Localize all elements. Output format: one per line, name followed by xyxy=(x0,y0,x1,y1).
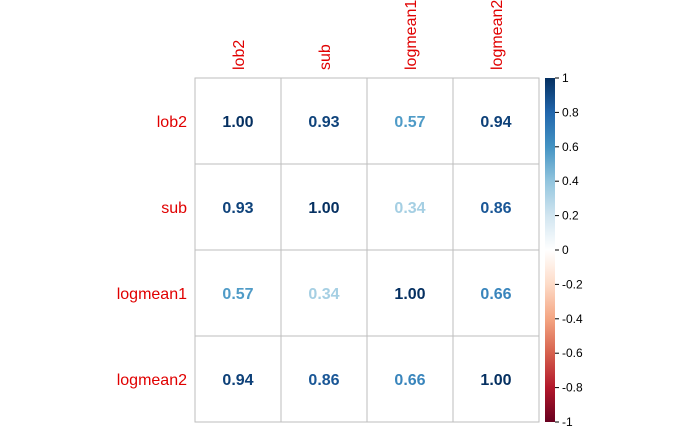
cell-value-label: 0.86 xyxy=(308,372,339,389)
legend-tick-label: 0.4 xyxy=(562,174,579,188)
legend-tick-label: -1 xyxy=(562,415,573,429)
matrix-cell xyxy=(452,163,540,251)
row-label: logmean2 xyxy=(117,372,187,389)
cell-value-label: 0.66 xyxy=(394,372,425,389)
cell-value-label: 1.00 xyxy=(394,286,425,303)
cell-value-label: 0.57 xyxy=(222,286,253,303)
cell-value-label: 0.57 xyxy=(394,114,425,131)
matrix-cell xyxy=(280,335,368,423)
legend-tick-label: 0.6 xyxy=(562,140,579,154)
matrix-cell xyxy=(452,249,540,337)
cell-value-label: 0.34 xyxy=(308,286,339,303)
cell-value-label: 1.00 xyxy=(222,114,253,131)
matrix-cell xyxy=(194,77,282,165)
matrix-cell xyxy=(452,335,540,423)
color-legend-bar xyxy=(545,78,555,422)
cell-value-label: 1.00 xyxy=(308,200,339,217)
row-label: sub xyxy=(161,200,187,217)
cell-value-label: 0.94 xyxy=(222,372,253,389)
legend-tick-label: -0.8 xyxy=(562,381,583,395)
matrix-cell xyxy=(280,77,368,165)
matrix-cell xyxy=(194,163,282,251)
legend-tick-label: 0 xyxy=(562,243,569,257)
column-label: sub xyxy=(317,44,334,70)
row-label: lob2 xyxy=(157,114,187,131)
cell-value-label: 0.66 xyxy=(480,286,511,303)
matrix-cell xyxy=(366,335,454,423)
cell-value-label: 1.00 xyxy=(480,372,511,389)
matrix-cell xyxy=(452,77,540,165)
legend-tick-label: -0.6 xyxy=(562,346,583,360)
legend-tick-label: -0.4 xyxy=(562,312,583,326)
cell-value-label: 0.86 xyxy=(480,200,511,217)
column-label: lob2 xyxy=(231,40,248,70)
cell-value-label: 0.94 xyxy=(480,114,511,131)
cell-value-label: 0.93 xyxy=(308,114,339,131)
legend-tick-label: 0.8 xyxy=(562,105,579,119)
legend-tick-label: 1 xyxy=(562,71,569,85)
column-label: logmean2 xyxy=(489,0,506,70)
cell-value-label: 0.93 xyxy=(222,200,253,217)
cell-value-label: 0.34 xyxy=(394,200,425,217)
matrix-cell xyxy=(194,335,282,423)
column-label: logmean1 xyxy=(403,0,420,70)
matrix-cell xyxy=(280,163,368,251)
legend-tick-label: -0.2 xyxy=(562,277,583,291)
matrix-cell xyxy=(366,77,454,165)
matrix-cell xyxy=(280,249,368,337)
row-label: logmean1 xyxy=(117,286,187,303)
legend-tick-label: 0.2 xyxy=(562,209,579,223)
